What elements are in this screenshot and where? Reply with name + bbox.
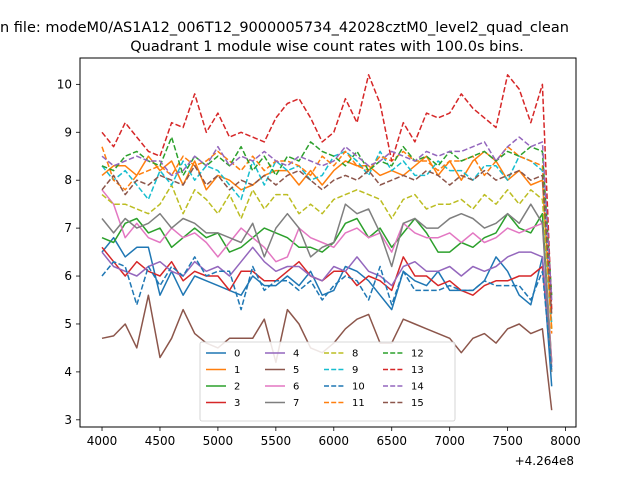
y-tick-label: 9 (64, 125, 72, 139)
series-line-1 (101, 150, 553, 329)
series-line-13 (101, 74, 553, 310)
legend-label-4: 4 (293, 349, 299, 360)
legend-label-15: 15 (411, 398, 424, 409)
legend-label-0: 0 (234, 349, 240, 360)
series-line-15 (101, 165, 553, 315)
series-line-11 (101, 145, 553, 334)
x-axis: 4000 4500 5000 5500 6000 6500 7000 7500 8000 (87, 427, 581, 448)
legend-label-10: 10 (352, 382, 365, 393)
legend-label-5: 5 (293, 365, 299, 376)
legend-label-9: 9 (352, 365, 358, 376)
x-tick-label: 6000 (319, 434, 350, 448)
legend-label-7: 7 (293, 398, 299, 409)
y-tick-label: 7 (64, 221, 72, 235)
y-tick-label: 6 (64, 269, 72, 283)
series-line-12 (101, 136, 553, 296)
y-tick-label: 3 (64, 413, 72, 427)
plot-frame (79, 57, 577, 428)
x-tick-label: 7000 (434, 434, 465, 448)
y-axis: 3 4 5 6 7 8 9 10 (57, 77, 80, 427)
x-tick-label: 5000 (203, 434, 234, 448)
series-line-14 (101, 136, 553, 301)
x-offset-label: +4.264e8 (515, 454, 574, 468)
legend-label-6: 6 (293, 382, 299, 393)
series-line-4 (101, 246, 553, 368)
y-tick-label: 8 (64, 173, 72, 187)
x-tick-label: 6500 (376, 434, 407, 448)
y-tick-label: 5 (64, 317, 72, 331)
series-line-9 (101, 150, 553, 325)
legend-label-3: 3 (234, 398, 240, 409)
legend-label-12: 12 (411, 349, 424, 360)
x-tick-label: 4000 (87, 434, 118, 448)
legend-label-8: 8 (352, 349, 358, 360)
x-tick-label: 4500 (145, 434, 176, 448)
series-line-10 (101, 256, 553, 372)
chart-title: Quadrant 1 module wise count rates with … (130, 39, 524, 55)
legend-label-11: 11 (352, 398, 365, 409)
x-tick-label: 5500 (261, 434, 292, 448)
legend-box (199, 341, 456, 422)
legend-label-1: 1 (234, 365, 240, 376)
series-line-7 (101, 203, 553, 372)
legend-label-13: 13 (411, 365, 424, 376)
figure-suptitle: n file: modeM0/AS1A12_006T12_9000005734_… (0, 20, 569, 36)
y-tick-label: 4 (64, 365, 72, 379)
x-tick-label: 8000 (550, 434, 581, 448)
series-line-8 (101, 184, 553, 329)
legend-label-2: 2 (234, 382, 240, 393)
y-tick-label: 10 (57, 77, 72, 91)
x-tick-label: 7500 (492, 434, 523, 448)
series-line-2 (101, 212, 553, 363)
legend-label-14: 14 (411, 382, 424, 393)
